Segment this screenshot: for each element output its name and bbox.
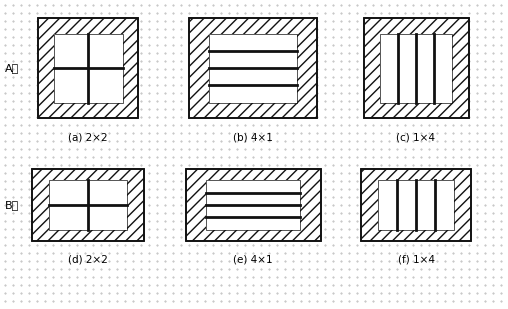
Bar (378, 180, 454, 230)
Bar (206, 180, 300, 230)
Bar (38, 18, 138, 118)
Text: (e) 4×1: (e) 4×1 (233, 255, 273, 265)
Bar (361, 169, 471, 241)
Bar (185, 169, 321, 241)
Bar (189, 18, 317, 118)
Bar (189, 18, 317, 118)
Bar (206, 203, 300, 207)
Bar (364, 18, 468, 118)
Text: (b) 4×1: (b) 4×1 (233, 132, 273, 142)
Bar (85, 33, 90, 103)
Bar (53, 66, 122, 70)
Bar (85, 180, 91, 230)
Bar (185, 169, 321, 241)
Bar (209, 66, 297, 70)
Bar (433, 180, 437, 230)
Bar (380, 33, 452, 103)
Bar (380, 33, 452, 103)
Bar (49, 180, 126, 230)
Bar (32, 169, 144, 241)
Bar (364, 18, 468, 118)
Bar (53, 33, 122, 103)
Text: (a) 2×2: (a) 2×2 (68, 132, 108, 142)
Text: (d) 2×2: (d) 2×2 (68, 255, 108, 265)
Text: A组: A组 (5, 63, 19, 73)
Bar (414, 180, 418, 230)
Bar (209, 49, 297, 53)
Bar (209, 33, 297, 103)
Bar (209, 83, 297, 87)
Bar (414, 33, 418, 103)
Bar (396, 33, 400, 103)
Bar (432, 33, 436, 103)
Bar (53, 33, 122, 103)
Bar (361, 169, 471, 241)
Bar (206, 180, 300, 230)
Bar (378, 180, 454, 230)
Text: (c) 1×4: (c) 1×4 (397, 132, 435, 142)
Bar (49, 180, 126, 230)
Bar (209, 33, 297, 103)
Bar (49, 203, 126, 207)
Bar (32, 169, 144, 241)
Bar (206, 191, 300, 195)
Bar (395, 180, 399, 230)
Bar (206, 215, 300, 219)
Bar (38, 18, 138, 118)
Text: B组: B组 (5, 200, 19, 210)
Text: (f) 1×4: (f) 1×4 (397, 255, 434, 265)
